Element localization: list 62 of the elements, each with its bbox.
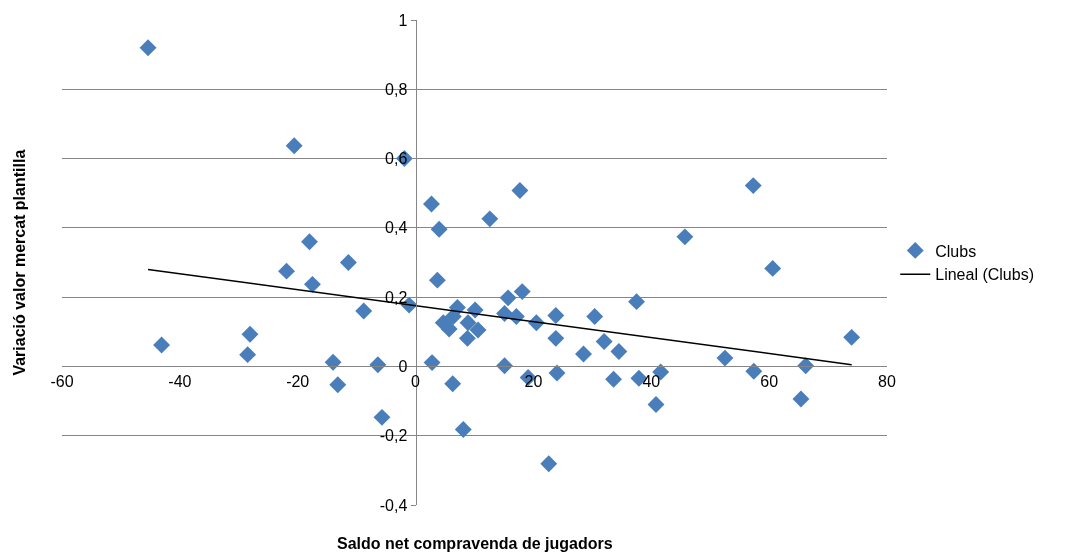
y-tick-label: 0 (398, 358, 408, 376)
point (716, 349, 734, 367)
point (430, 220, 448, 238)
point (459, 314, 477, 332)
point (458, 329, 476, 347)
point (444, 375, 462, 393)
point (744, 177, 762, 195)
y-tick-label: 0,2 (385, 288, 408, 306)
x-tick-label: 80 (878, 372, 896, 390)
point (481, 210, 499, 228)
legend-label: Clubs (935, 242, 977, 260)
point (764, 259, 782, 277)
point (647, 396, 665, 413)
point (843, 328, 861, 346)
point (423, 195, 440, 213)
x-tick-label: -20 (286, 372, 310, 390)
x-tick-label: -40 (168, 372, 192, 390)
point (454, 421, 472, 438)
y-tick-label: -0,4 (379, 496, 408, 514)
point (548, 364, 566, 382)
point (304, 275, 321, 293)
point (139, 39, 157, 57)
point (428, 271, 446, 289)
point (301, 233, 318, 251)
point (595, 333, 613, 350)
point (373, 408, 391, 426)
point (499, 289, 517, 307)
point (466, 301, 484, 319)
y-tick-label: 1 (398, 11, 408, 29)
point (329, 376, 347, 394)
point (547, 329, 565, 347)
point (511, 181, 529, 199)
point (448, 299, 466, 316)
point (540, 455, 558, 473)
x-axis-title: Saldo net compravenda de jugadors (337, 535, 613, 552)
y-axis-title: Variació valor mercat plantilla (10, 149, 28, 376)
point (605, 370, 623, 388)
point (610, 343, 628, 360)
point (628, 293, 645, 311)
point (676, 228, 694, 246)
point (469, 321, 487, 339)
x-tick-label: 0 (411, 372, 421, 390)
legend-label: Lineal (Clubs) (935, 266, 1034, 284)
y-tick-label: 0,8 (385, 80, 408, 98)
point (241, 325, 259, 343)
y-tick-label: -0,2 (379, 427, 408, 445)
point (285, 137, 303, 155)
x-tick-label: 40 (642, 372, 661, 390)
point (355, 302, 373, 320)
point (513, 283, 531, 301)
point (586, 308, 604, 325)
point (792, 390, 810, 408)
x-tick-label: -60 (50, 372, 74, 390)
point (547, 307, 565, 324)
point (153, 336, 171, 354)
y-tick-label: 0,4 (385, 219, 408, 237)
point (324, 353, 342, 371)
point (278, 262, 295, 280)
point (239, 346, 257, 364)
point (339, 254, 357, 271)
x-tick-label: 60 (760, 372, 779, 390)
point (575, 345, 592, 363)
